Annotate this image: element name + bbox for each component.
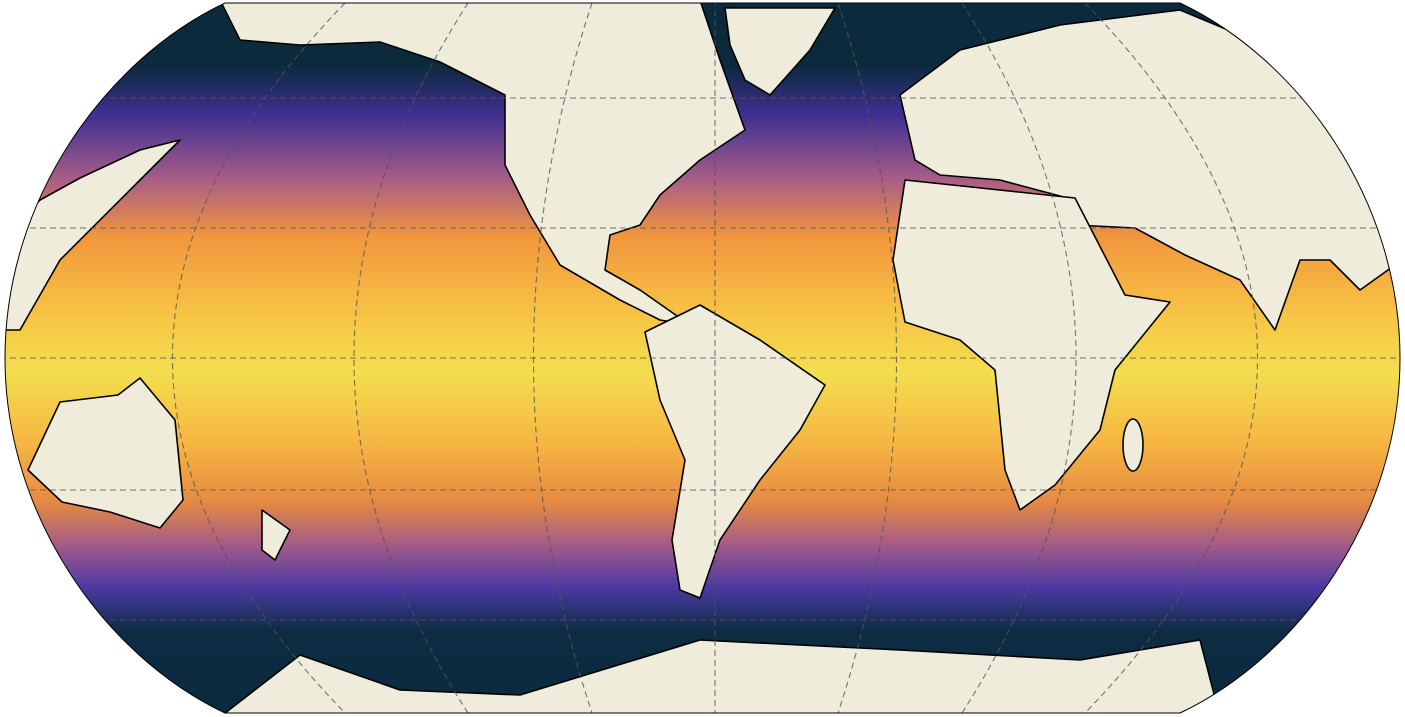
eurasia [899,9,1396,331]
antarctica [219,639,1221,713]
greenland [724,7,836,96]
madagascar [1122,418,1144,472]
africa [892,179,1171,511]
north-america [219,3,746,326]
new-zealand [261,509,291,561]
south-america [644,304,826,599]
meridian [171,3,346,713]
meridian [1084,3,1259,713]
meridian [837,3,898,713]
meridian [532,3,593,713]
east-asia [5,139,181,331]
map-border [4,2,1401,714]
